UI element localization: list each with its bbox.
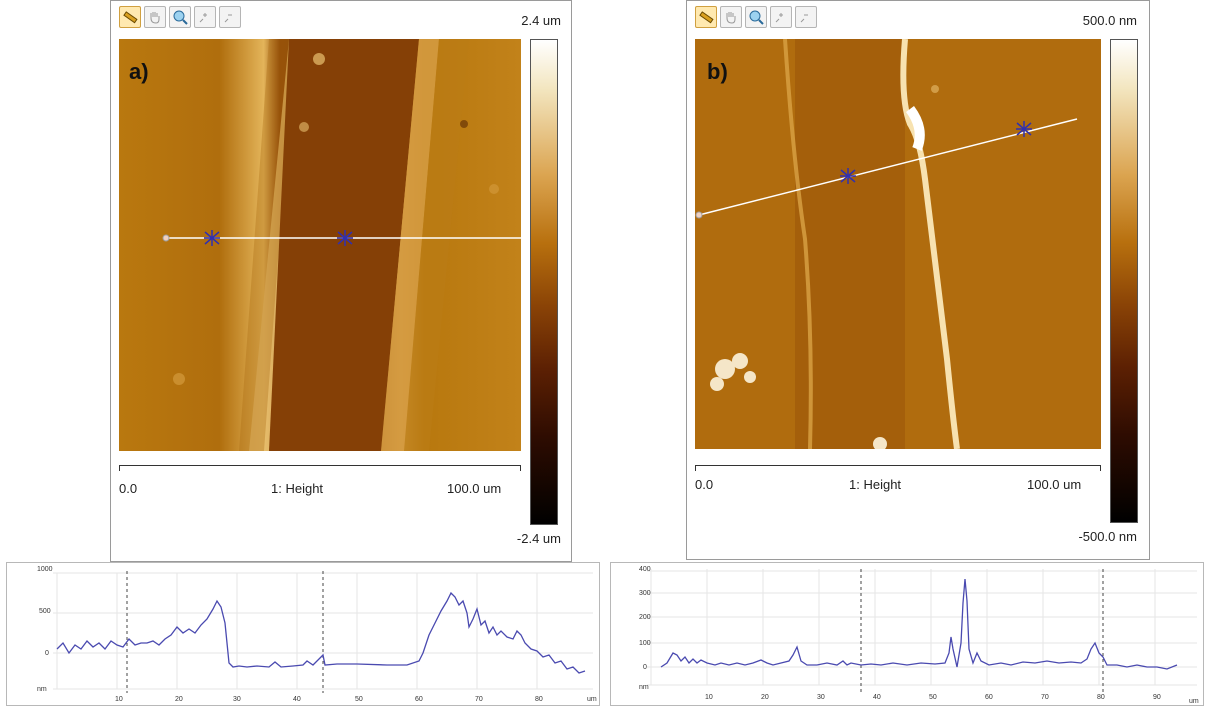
y-tick-a-2: 0 <box>45 650 49 657</box>
panel-label-a: a) <box>129 59 149 84</box>
afm-image-b[interactable]: b) <box>695 39 1101 449</box>
y-tick-b-3: 100 <box>639 640 651 647</box>
y-tick-b-0: 400 <box>639 566 651 573</box>
profile-grid-b <box>647 569 1197 686</box>
color-scale-max: 500.0 nm <box>1082 13 1137 28</box>
axis-start-b: 0.0 <box>695 477 714 492</box>
x-tick-a-1: 20 <box>175 696 183 703</box>
axis-start-a: 0.0 <box>119 481 138 496</box>
color-scale-bar-b <box>1110 39 1138 523</box>
x-tick-a-2: 30 <box>233 696 241 703</box>
panel-a-window: 2.4 um <box>110 0 572 562</box>
debris-cluster <box>710 353 756 391</box>
axis-tick-b-start <box>695 465 696 471</box>
y-tick-a-1: 500 <box>39 608 51 615</box>
color-scale-min: -2.4 um <box>516 531 561 546</box>
x-unit-b: um <box>1189 698 1199 705</box>
line-endpoint-a[interactable] <box>162 234 170 242</box>
hand-pan-icon[interactable] <box>144 6 166 28</box>
y-tick-b-2: 200 <box>639 614 651 621</box>
x-tick-a-5: 60 <box>415 696 423 703</box>
color-scale-bar-a <box>530 39 558 525</box>
panel-label-b: b) <box>707 59 728 84</box>
color-scale-min: -500.0 nm <box>1078 529 1137 544</box>
x-tick-a-3: 40 <box>293 696 301 703</box>
axis-end-b: 100.0 um <box>1027 477 1082 492</box>
axis-tick-a-start <box>119 465 120 471</box>
x-tick-b-5: 60 <box>985 694 993 701</box>
x-tick-a-6: 70 <box>475 696 483 703</box>
axis-title-a: 1: Height <box>271 481 324 496</box>
ruler-icon[interactable] <box>695 6 717 28</box>
x-tick-a-7: 80 <box>535 696 543 703</box>
afm-image-a[interactable]: a) <box>119 39 521 451</box>
profile-trace-a <box>56 591 586 674</box>
toolbar-a <box>119 6 241 28</box>
cursor-marker-a2[interactable] <box>337 230 353 246</box>
hand-pan-icon[interactable] <box>720 6 742 28</box>
axis-title-b: 1: Height <box>849 477 902 492</box>
profile-line-b[interactable] <box>698 118 1078 216</box>
color-scale-max: 2.4 um <box>521 13 561 28</box>
x-tick-b-7: 80 <box>1097 694 1105 701</box>
panel-b-window: 500.0 nm b) 0.0 1: Height <box>686 0 1150 560</box>
zoom-out-icon[interactable] <box>219 6 241 28</box>
x-tick-b-8: 90 <box>1153 694 1161 701</box>
y-tick-a-3: nm <box>37 686 47 693</box>
zoom-out-icon[interactable] <box>795 6 817 28</box>
profile-trace-b <box>660 578 1178 670</box>
height-profile-b[interactable]: 400 300 200 100 0 nm 10 20 30 40 50 60 7… <box>610 562 1204 706</box>
line-endpoint-b[interactable] <box>695 211 703 219</box>
zoom-in-icon[interactable] <box>194 6 216 28</box>
magnifier-icon[interactable] <box>169 6 191 28</box>
cursor-marker-a1[interactable] <box>204 230 220 246</box>
x-tick-b-4: 50 <box>929 694 937 701</box>
y-tick-b-5: nm <box>639 684 649 691</box>
x-tick-b-6: 70 <box>1041 694 1049 701</box>
x-tick-a-0: 10 <box>115 696 123 703</box>
x-tick-a-4: 50 <box>355 696 363 703</box>
cursor-marker-b1[interactable] <box>840 168 856 184</box>
axis-tick-b-end <box>1100 465 1101 471</box>
axis-end-a: 100.0 um <box>447 481 502 496</box>
x-tick-b-0: 10 <box>705 694 713 701</box>
zoom-in-icon[interactable] <box>770 6 792 28</box>
x-tick-b-3: 40 <box>873 694 881 701</box>
y-tick-b-1: 300 <box>639 590 651 597</box>
height-profile-a[interactable]: 1000 500 0 nm 10 20 30 40 50 60 70 80 um <box>6 562 600 706</box>
x-tick-b-2: 30 <box>817 694 825 701</box>
y-tick-b-4: 0 <box>643 664 647 671</box>
x-axis-b <box>695 465 1101 466</box>
magnifier-icon[interactable] <box>745 6 767 28</box>
ruler-icon[interactable] <box>119 6 141 28</box>
x-axis-a <box>119 465 521 466</box>
cursor-marker-b2[interactable] <box>1016 121 1032 137</box>
x-tick-b-1: 20 <box>761 694 769 701</box>
x-unit-a: um <box>587 696 597 703</box>
y-tick-a-0: 1000 <box>37 566 53 573</box>
axis-tick-a-end <box>520 465 521 471</box>
toolbar-b <box>695 6 817 28</box>
